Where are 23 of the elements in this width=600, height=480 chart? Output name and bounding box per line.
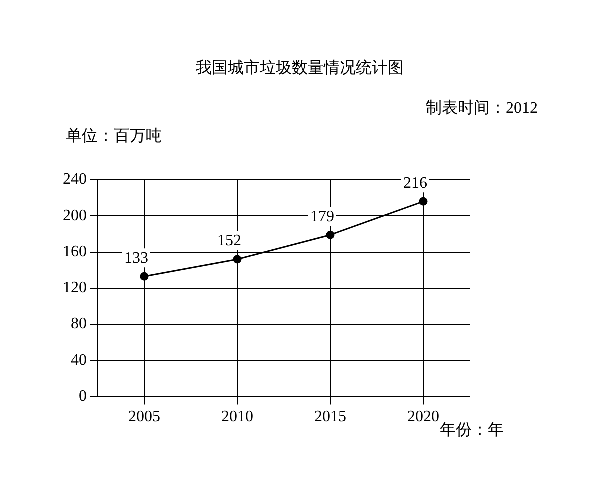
- y-tick-label: 160: [63, 243, 87, 260]
- x-tick-label: 2020: [408, 408, 440, 426]
- y-tick-label: 80: [71, 316, 87, 333]
- y-tick-label: 120: [63, 280, 87, 297]
- point: [419, 197, 428, 206]
- point: [140, 272, 149, 281]
- data-label: 216: [404, 174, 428, 192]
- x-axis-title: 年份：年: [440, 421, 504, 441]
- point: [326, 230, 335, 240]
- chart-title: 我国城市垃圾数量情况统计图: [195, 58, 405, 79]
- y-tick-label: 240: [63, 171, 87, 188]
- x-tick-label: 2005: [128, 408, 160, 426]
- y-tick-label: 40: [71, 352, 87, 369]
- y-tick-label: 200: [63, 207, 87, 224]
- data-label: 152: [218, 232, 242, 250]
- y-tick-label: 0: [79, 388, 87, 406]
- point: [233, 255, 242, 264]
- x-tick-label: 2015: [314, 408, 346, 426]
- text: 制表时间：2012: [426, 98, 538, 119]
- data-label: 133: [124, 250, 148, 267]
- data-label: 179: [310, 208, 334, 226]
- y-axis-title: 单位：百万吨: [66, 126, 162, 147]
- x-tick-label: 2010: [222, 408, 254, 426]
